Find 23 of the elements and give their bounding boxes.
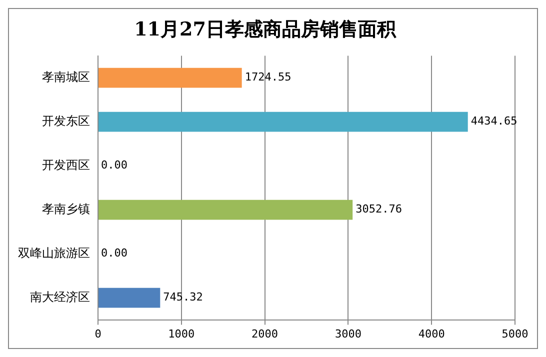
- y-tick-label: 孝南乡镇: [42, 202, 90, 216]
- y-tick-label: 开发西区: [42, 158, 90, 172]
- data-label: 745.32: [163, 290, 203, 304]
- bar: [98, 288, 160, 308]
- y-tick-label: 孝南城区: [42, 70, 90, 84]
- data-label: 1724.55: [244, 70, 292, 84]
- data-label: 3052.76: [356, 202, 402, 216]
- data-label: 4434.65: [470, 114, 518, 128]
- x-tick-label: 5000: [502, 327, 528, 340]
- y-tick-label: 开发东区: [42, 114, 90, 128]
- data-label: 0.00: [101, 158, 128, 172]
- x-tick-label: 1000: [168, 327, 195, 340]
- y-tick-label: 南大经济区: [30, 290, 90, 304]
- x-tick-label: 4000: [418, 327, 445, 340]
- bar: [98, 112, 468, 132]
- data-label: 0.00: [101, 246, 128, 260]
- chart-title: 11月27日孝感商品房销售面积: [134, 18, 397, 40]
- y-tick-label: 双峰山旅游区: [18, 246, 90, 260]
- bar: [98, 200, 353, 220]
- bar: [98, 68, 242, 88]
- x-tick-label: 0: [94, 327, 102, 340]
- x-tick-label: 3000: [334, 327, 362, 340]
- x-tick-label: 2000: [252, 327, 278, 340]
